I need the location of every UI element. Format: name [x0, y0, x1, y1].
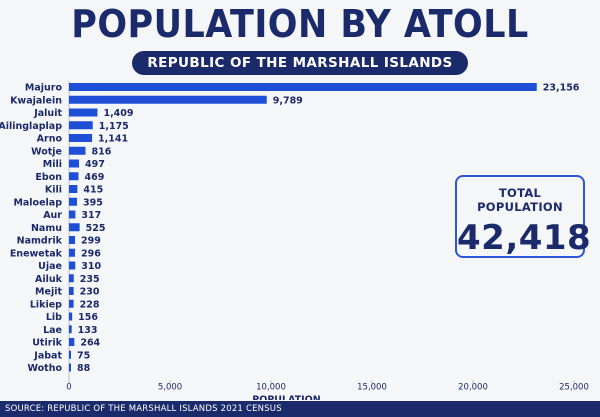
bar-namdrik — [69, 236, 76, 244]
data-label: 235 — [80, 274, 100, 285]
bar-jabat — [69, 350, 71, 359]
category-label: Aur — [43, 210, 62, 221]
category-label: Mejit — [35, 287, 62, 298]
x-axis-label: POPULATION — [252, 394, 320, 400]
bar-ujae — [69, 261, 76, 270]
total-population-label: TOTAL POPULATION — [477, 186, 563, 214]
bar-maloelap — [69, 197, 77, 206]
category-label: Wotje — [31, 146, 62, 157]
source-text: SOURCE: REPUBLIC OF THE MARSHALL ISLANDS… — [5, 404, 282, 414]
bar-ailinglaplap — [69, 121, 93, 130]
source-footer: SOURCE: REPUBLIC OF THE MARSHALL ISLANDS… — [0, 401, 600, 417]
data-label: 299 — [81, 236, 101, 247]
category-label: Jabat — [33, 350, 62, 361]
chart-subtitle-text: REPUBLIC OF THE MARSHALL ISLANDS — [147, 55, 453, 71]
chart-title: POPULATION BY ATOLL — [71, 2, 529, 46]
data-label: 133 — [78, 325, 98, 336]
chart-subtitle: REPUBLIC OF THE MARSHALL ISLANDS — [132, 51, 468, 75]
bar-wotje — [69, 146, 86, 155]
category-label: Arno — [37, 134, 63, 145]
x-tick-label: 10,000 — [256, 382, 286, 392]
category-label: Likiep — [30, 299, 62, 310]
data-label: 395 — [83, 197, 103, 208]
data-label: 264 — [80, 338, 100, 349]
data-label: 23,156 — [543, 83, 580, 94]
bar-ebon — [69, 172, 79, 181]
data-label: 310 — [81, 261, 101, 272]
data-label: 1,175 — [99, 121, 129, 132]
category-label: Kwajalein — [10, 95, 62, 106]
data-label: 156 — [78, 312, 98, 323]
category-label: Majuro — [25, 83, 63, 94]
bar-utirik — [69, 338, 75, 346]
data-label: 317 — [81, 210, 101, 221]
x-tick-label: 15,000 — [357, 382, 387, 392]
category-label: Wotho — [28, 363, 63, 374]
x-tick-label: 5,000 — [158, 382, 182, 392]
bar-majuro — [69, 83, 537, 91]
bar-kwajalein — [69, 95, 267, 104]
bar-aur — [69, 210, 76, 219]
bar-ailuk — [69, 274, 74, 283]
category-label: Ailuk — [35, 274, 63, 285]
x-tick-label: 20,000 — [458, 382, 488, 392]
data-label: 9,789 — [273, 95, 303, 106]
data-label: 75 — [77, 350, 90, 361]
data-label: 1,141 — [98, 134, 128, 145]
category-label: Mili — [43, 159, 62, 170]
data-label: 525 — [86, 223, 106, 234]
data-label: 469 — [84, 172, 104, 183]
bar-mili — [69, 159, 80, 168]
category-label: Ebon — [35, 172, 62, 183]
category-label: Ujae — [38, 261, 62, 272]
category-label: Utirik — [32, 338, 62, 349]
bar-jaluit — [69, 108, 98, 117]
category-label: Maloelap — [13, 197, 62, 208]
bar-lib — [69, 312, 73, 321]
bar-arno — [69, 134, 93, 142]
bar-lae — [69, 325, 72, 334]
bar-wotho — [69, 363, 71, 372]
x-tick-label: 0 — [66, 382, 71, 392]
category-label: Ailinglaplap — [0, 121, 62, 132]
category-label: Namdrik — [17, 236, 63, 247]
bar-enewetak — [69, 248, 75, 257]
category-label: Jaluit — [33, 108, 62, 119]
bar-likiep — [69, 299, 74, 308]
bar-kili — [69, 185, 78, 193]
data-label: 228 — [80, 299, 100, 310]
data-label: 88 — [77, 363, 91, 374]
data-label: 1,409 — [103, 108, 133, 119]
bar-chart: Majuro 23,156 Kwajalein 9,789 Jaluit 1,409 Ail… — [0, 81, 589, 400]
data-label: 497 — [85, 159, 105, 170]
total-population-card: TOTAL POPULATION 42,418 — [455, 175, 592, 258]
category-label: Kili — [45, 185, 62, 196]
total-population-value: 42,418 — [457, 218, 592, 258]
category-label: Namu — [31, 223, 62, 234]
bar-namu — [69, 223, 80, 232]
data-label: 816 — [91, 146, 111, 157]
bar-mejit — [69, 287, 74, 295]
category-label: Lib — [46, 312, 62, 323]
x-tick-label: 25,000 — [559, 382, 589, 392]
category-label: Enewetak — [10, 248, 63, 259]
data-label: 230 — [80, 287, 100, 298]
data-label: 296 — [81, 248, 101, 259]
category-label: Lae — [43, 325, 62, 336]
data-label: 415 — [83, 185, 103, 196]
